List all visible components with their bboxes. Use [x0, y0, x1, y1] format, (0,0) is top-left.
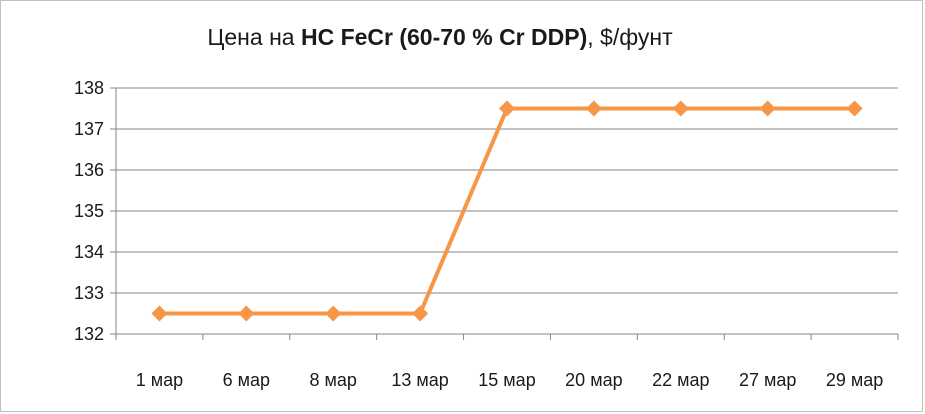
data-point-marker [325, 305, 342, 322]
x-tick-label: 6 мар [223, 370, 270, 390]
x-tick-label: 20 мар [565, 370, 622, 390]
data-point-marker [238, 305, 255, 322]
chart-title: Цена на HC FeCr (60-70 % Cr DDP), $/фунт [0, 24, 880, 51]
data-point-marker [846, 100, 863, 117]
x-tick-label: 29 мар [826, 370, 883, 390]
x-tick-label: 13 мар [391, 370, 448, 390]
x-tick-label: 1 мар [136, 370, 183, 390]
chart-title-prefix: Цена на [207, 24, 301, 50]
x-tick-label: 8 мар [310, 370, 357, 390]
data-point-marker [759, 100, 776, 117]
x-tick-label: 22 мар [652, 370, 709, 390]
data-point-marker [499, 100, 515, 117]
y-tick-label: 132 [74, 324, 104, 344]
data-point-marker [585, 100, 602, 117]
y-tick-label: 135 [74, 201, 104, 221]
y-tick-label: 137 [74, 119, 104, 139]
data-point-marker [672, 100, 689, 117]
chart-title-bold: HC FeCr (60-70 % Cr DDP) [300, 24, 588, 50]
y-tick-label: 136 [74, 160, 104, 180]
chart-title-suffix: , $/фунт [587, 24, 673, 50]
data-point-marker [151, 305, 168, 322]
y-tick-label: 133 [74, 283, 104, 303]
x-tick-label: 27 мар [739, 370, 796, 390]
y-tick-label: 138 [74, 78, 104, 98]
y-tick-label: 134 [74, 242, 104, 262]
x-tick-label: 15 мар [478, 370, 535, 390]
data-point-marker [412, 305, 429, 322]
